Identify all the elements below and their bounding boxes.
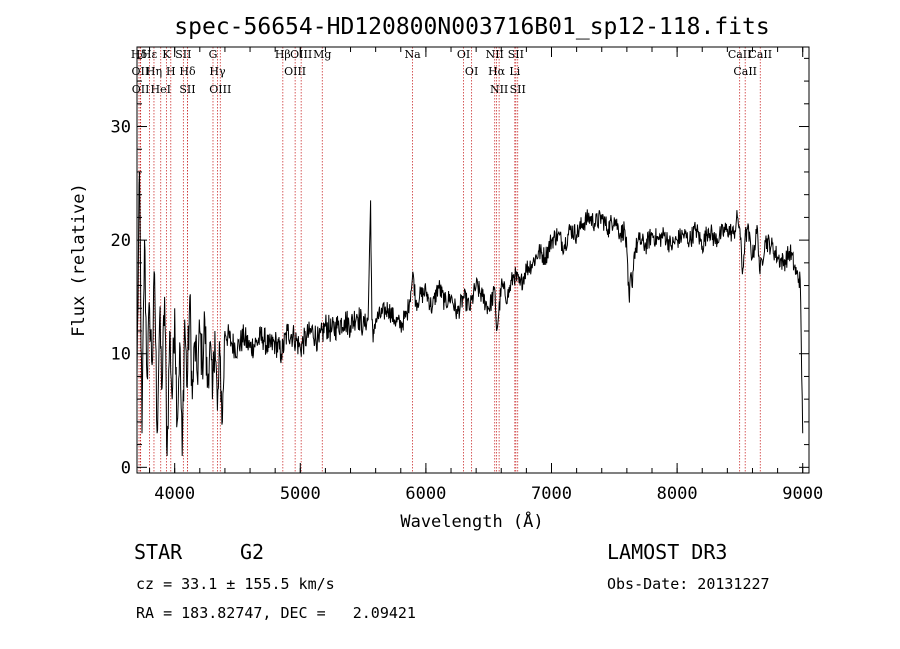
spectral-line-label: Na <box>404 48 421 61</box>
spectral-line-label: Mg <box>313 48 331 61</box>
spectral-line-label: HeI <box>151 83 171 96</box>
x-tick-label: 7000 <box>531 484 572 504</box>
chart-title: spec-56654-HD120800N003716B01_sp12-118.f… <box>174 14 769 40</box>
x-tick-label: 8000 <box>657 484 698 504</box>
spectral-line-label: NII <box>486 48 504 61</box>
y-tick-label: 0 <box>121 458 131 478</box>
spectral-line-label: NII <box>490 83 508 96</box>
spectral-line-labels: HδOIIOIIHεHηHeIKHSIIHδSIIGHγOIIIHβOIIIOI… <box>131 48 772 96</box>
spectral-line-label: OII <box>132 83 150 96</box>
spectral-line-label: H <box>166 65 176 78</box>
spectral-line-label: OI <box>465 65 478 78</box>
y-axis-ticks: 0 10 20 30 <box>111 57 809 478</box>
spectral-line-label: SII <box>179 83 195 96</box>
spectral-line-label: CaII <box>733 65 757 78</box>
spectral-line-label: SII <box>175 48 191 61</box>
x-tick-label: 9000 <box>782 484 823 504</box>
spectral-line-label: Hδ <box>179 65 196 78</box>
spectral-line-label: OII <box>132 65 150 78</box>
plot-frame <box>136 46 810 474</box>
x-axis-label: Wavelength (Å) <box>400 510 543 532</box>
x-tick-label: 6000 <box>405 484 446 504</box>
spectral-line-label: Hη <box>146 65 162 78</box>
spectrum-line <box>136 171 804 457</box>
spectrum-series <box>136 171 804 457</box>
y-tick-label: 10 <box>111 345 131 365</box>
spectral-line-label: OIII <box>209 83 231 96</box>
spectral-line-label: OIII <box>290 48 312 61</box>
observation-date: Obs-Date: 20131227 <box>607 575 770 593</box>
spectral-line-label: Hδ <box>131 48 148 61</box>
survey-name: LAMOST DR3 <box>607 540 728 564</box>
redshift-readout: cz = 33.1 ± 155.5 km/s <box>136 575 335 593</box>
y-axis-label: Flux (relative) <box>69 183 89 337</box>
spectral-line-label: K <box>162 48 171 61</box>
object-type: STAR <box>134 540 183 564</box>
spectral-line-label: CaII <box>728 48 752 61</box>
spectral-line-label: Li <box>509 65 520 78</box>
spectral-line-label: Hα <box>488 65 506 78</box>
spectral-line-label: G <box>209 48 218 61</box>
spectral-line-label: SII <box>508 48 524 61</box>
spectral-line-label: Hγ <box>209 65 226 78</box>
spectral-line-label: Hβ <box>275 48 291 61</box>
spectral-line-markers <box>138 47 761 473</box>
coordinates-readout: RA = 183.82747, DEC = 2.09421 <box>136 604 416 622</box>
spectral-line-label: OIII <box>284 65 306 78</box>
spectral-line-label: OI <box>457 48 470 61</box>
y-tick-label: 30 <box>111 118 131 138</box>
x-axis-ticks: 4000 5000 6000 7000 8000 9000 <box>149 47 823 504</box>
spectral-line-label: SII <box>510 83 526 96</box>
spectral-line-label: Hε <box>142 48 158 61</box>
y-tick-label: 20 <box>111 231 131 251</box>
x-tick-label: 5000 <box>280 484 321 504</box>
object-subclass: G2 <box>240 540 265 564</box>
x-tick-label: 4000 <box>154 484 195 504</box>
spectral-line-label: CaII <box>748 48 772 61</box>
